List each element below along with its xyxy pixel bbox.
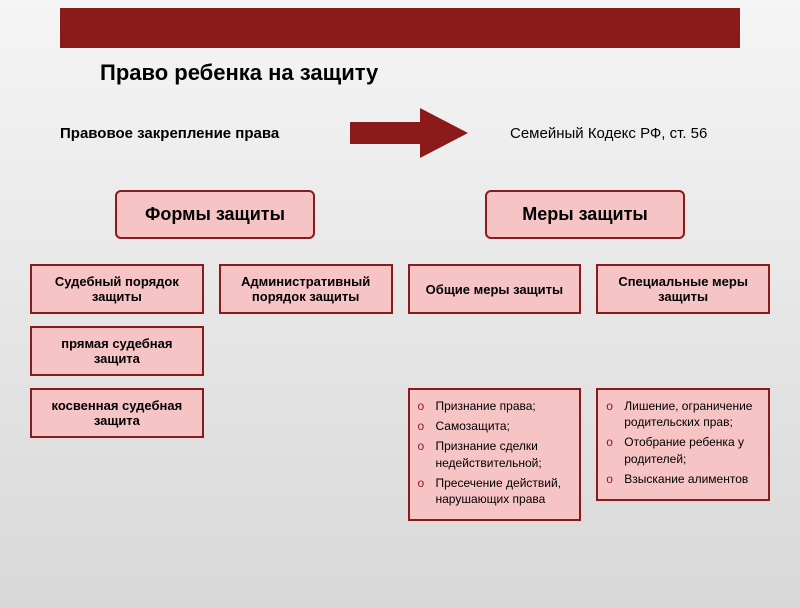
category-forms: Формы защиты xyxy=(115,190,315,239)
box-special-title: Специальные меры защиты xyxy=(596,264,770,314)
common-item: Признание сделки недействительной; xyxy=(436,438,572,470)
category-row: Формы защиты Меры защиты xyxy=(60,190,740,239)
spacer xyxy=(596,326,770,376)
box-indirect: косвенная судебная защита xyxy=(30,388,204,438)
subtitle-right: Семейный Кодекс РФ, ст. 56 xyxy=(510,125,707,142)
arrow-icon xyxy=(300,106,500,160)
main-title: Право ребенка на защиту xyxy=(100,60,800,86)
special-item: Взыскание алиментов xyxy=(624,471,760,487)
box-common-title: Общие меры защиты xyxy=(408,264,582,314)
box-special-items: Лишение, ограничение родительских прав; … xyxy=(596,388,770,501)
spacer xyxy=(408,326,582,376)
box-judicial: Судебный порядок защиты xyxy=(30,264,204,314)
subtitle-left: Правовое закрепление права xyxy=(60,125,290,142)
common-item: Пресечение действий, нарушающих права xyxy=(436,475,572,507)
subtitle-row: Правовое закрепление права Семейный Коде… xyxy=(0,106,800,160)
col-measures-common: Общие меры защиты Признание права; Самоз… xyxy=(408,264,582,521)
col-forms-judicial: Судебный порядок защиты прямая судебная … xyxy=(30,264,204,521)
box-common-items: Признание права; Самозащита; Признание с… xyxy=(408,388,582,521)
col-measures-special: Специальные меры защиты Лишение, огранич… xyxy=(596,264,770,521)
box-admin: Административный порядок защиты xyxy=(219,264,393,314)
common-item: Самозащита; xyxy=(436,418,572,434)
columns: Судебный порядок защиты прямая судебная … xyxy=(30,264,770,521)
special-item: Отобрание ребенка у родителей; xyxy=(624,434,760,466)
box-direct: прямая судебная защита xyxy=(30,326,204,376)
col-forms-admin: Административный порядок защиты xyxy=(219,264,393,521)
special-item: Лишение, ограничение родительских прав; xyxy=(624,398,760,430)
top-banner xyxy=(60,8,740,48)
category-measures: Меры защиты xyxy=(485,190,685,239)
common-item: Признание права; xyxy=(436,398,572,414)
